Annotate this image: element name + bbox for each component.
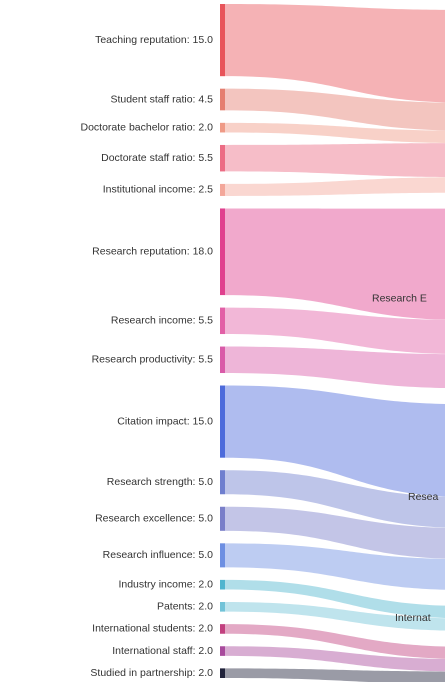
sankey-link: [225, 579, 445, 618]
sankey-source-node: [220, 579, 225, 590]
sankey-link: [225, 4, 445, 103]
sankey-source-node: [220, 122, 225, 133]
sankey-source-label: Citation impact: 15.0: [117, 415, 213, 427]
sankey-link: [225, 208, 445, 320]
sankey-source-node: [220, 88, 225, 111]
sankey-target-label: Research E: [372, 292, 427, 304]
sankey-source-node: [220, 506, 225, 531]
sankey-source-label: Patents: 2.0: [157, 601, 213, 613]
sankey-source-label: Studied in partnership: 2.0: [90, 667, 213, 679]
sankey-source-node: [220, 208, 225, 296]
sankey-source-node: [220, 646, 225, 656]
sankey-link: [225, 602, 445, 631]
sankey-links: [225, 4, 445, 682]
sankey-link: [225, 346, 445, 389]
sankey-source-labels: Teaching reputation: 15.0 Student staff r…: [81, 34, 214, 679]
sankey-link: [225, 385, 445, 497]
sankey-link: [225, 307, 445, 354]
sankey-source-label: Student staff ratio: 4.5: [110, 93, 213, 105]
sankey-link: [225, 624, 445, 659]
sankey-source-label: International staff: 2.0: [112, 645, 213, 657]
sankey-source-label: Research influence: 5.0: [103, 549, 213, 561]
sankey-source-node: [220, 4, 225, 77]
sankey-source-node: [220, 385, 225, 458]
sankey-source-node: [220, 346, 225, 374]
sankey-source-label: Research productivity: 5.5: [92, 354, 214, 366]
sankey-source-node: [220, 183, 225, 196]
sankey-source-node: [220, 470, 225, 495]
sankey-target-labels: Research E Resea Internat: [372, 292, 439, 624]
sankey-link: [225, 470, 445, 528]
sankey-link: [225, 646, 445, 672]
sankey-source-label: Teaching reputation: 15.0: [95, 34, 213, 46]
sankey-link: [225, 543, 445, 590]
sankey-source-label: International students: 2.0: [92, 623, 213, 635]
sankey-target-label: Internat: [395, 612, 431, 624]
sankey-source-label: Institutional income: 2.5: [103, 184, 213, 196]
sankey-source-node: [220, 624, 225, 634]
sankey-link: [225, 506, 445, 559]
sankey-target-label: Resea: [408, 491, 439, 503]
sankey-source-node: [220, 144, 225, 172]
sankey-source-label: Research strength: 5.0: [107, 476, 213, 488]
sankey-link: [225, 143, 445, 178]
sankey-source-label: Doctorate staff ratio: 5.5: [101, 152, 213, 164]
sankey-source-label: Doctorate bachelor ratio: 2.0: [81, 121, 214, 133]
sankey-source-label: Research reputation: 18.0: [92, 246, 213, 258]
sankey-source-label: Industry income: 2.0: [118, 578, 213, 590]
sankey-source-node: [220, 307, 225, 335]
sankey-source-label: Research income: 5.5: [111, 315, 213, 327]
sankey-source-node: [220, 543, 225, 568]
sankey-link: [225, 122, 445, 143]
sankey-source-label: Research excellence: 5.0: [95, 513, 213, 525]
sankey-source-node: [220, 602, 225, 612]
sankey-source-node: [220, 668, 225, 678]
sankey-link: [225, 88, 445, 131]
sankey-source-bars: [220, 4, 225, 678]
sankey-link: [225, 177, 445, 196]
sankey-link: [225, 668, 445, 682]
